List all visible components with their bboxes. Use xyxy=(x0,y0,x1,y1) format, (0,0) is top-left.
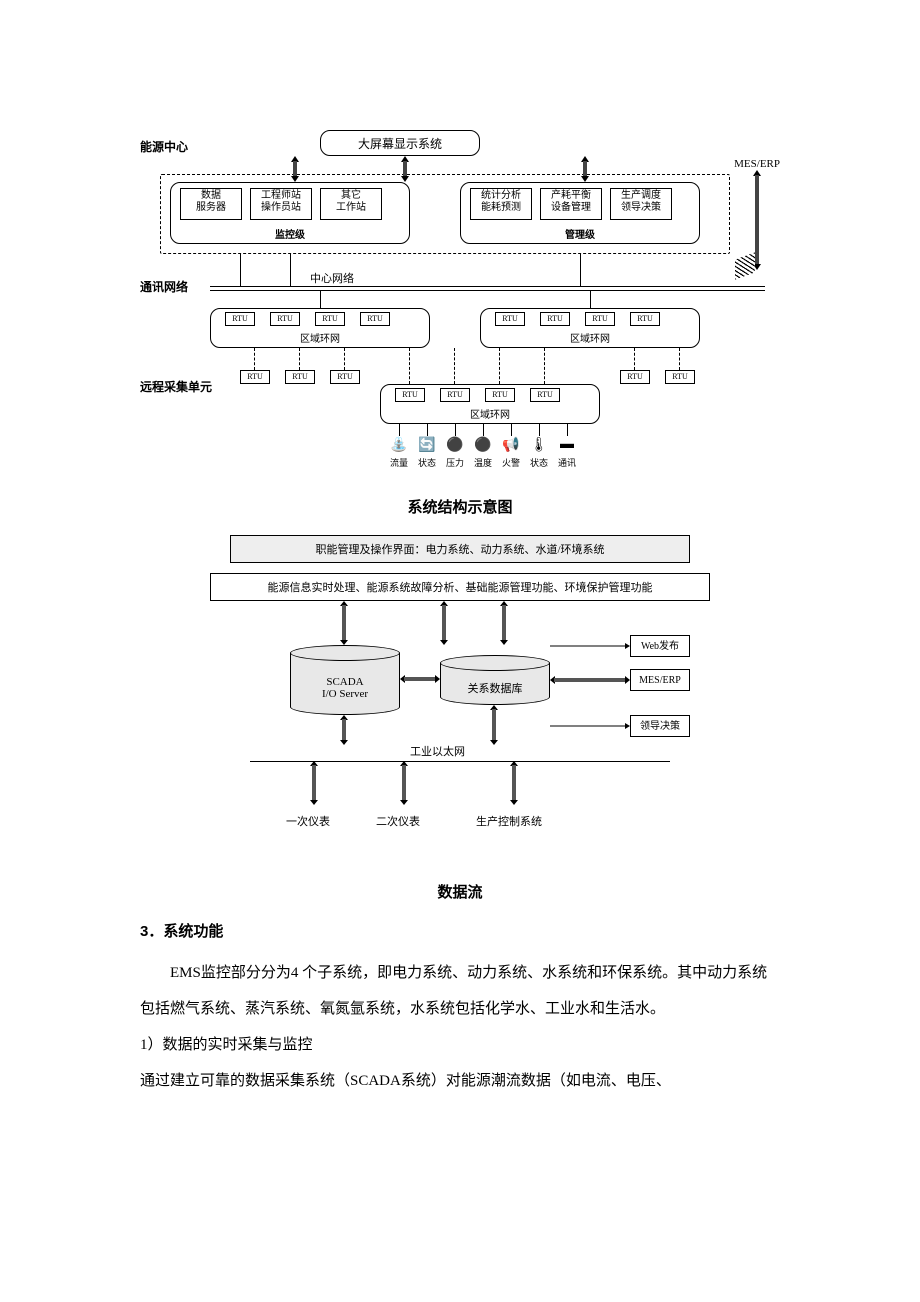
system-structure-diagram: 能源中心 大屏幕显示系统 MES/ERP 数据服务器 工程师站操作员站 其它工作… xyxy=(140,130,780,490)
paragraph-1: EMS监控部分分为4 个子系统，即电力系统、动力系统、水系统和环保系统。其中动力… xyxy=(140,955,780,1027)
arrow-icon xyxy=(290,156,300,182)
line xyxy=(210,290,765,291)
big-screen-box: 大屏幕显示系统 xyxy=(320,130,480,156)
network-icon xyxy=(735,252,755,279)
manage-box-0: 统计分析能耗预测 xyxy=(470,188,532,220)
label-ethernet: 工业以太网 xyxy=(410,743,465,759)
manage-box-2: 生产调度领导决策 xyxy=(610,188,672,220)
temp-icon: ⚫ xyxy=(474,436,492,454)
line xyxy=(210,286,765,287)
label-comm-network: 通讯网络 xyxy=(140,278,188,295)
status2-icon: 🌡 xyxy=(530,436,548,454)
flow-icon: ⛲ xyxy=(390,436,408,454)
section-heading: 3．系统功能 xyxy=(140,920,780,941)
side-web: Web发布 xyxy=(630,635,690,657)
comm-icon: ▬ xyxy=(558,436,576,454)
alarm-icon: 📢 xyxy=(502,436,520,454)
status-icon: 🔄 xyxy=(418,436,436,454)
paragraph-2: 通过建立可靠的数据采集系统（SCADA系统）对能源潮流数据（如电流、电压、 xyxy=(140,1063,780,1099)
pressure-icon: ⚫ xyxy=(446,436,464,454)
arrow-icon xyxy=(400,156,410,182)
label-remote-unit: 远程采集单元 xyxy=(140,378,212,395)
manage-box-1: 产耗平衡设备管理 xyxy=(540,188,602,220)
side-mes: MES/ERP xyxy=(630,669,690,691)
caption-diagram2: 数据流 xyxy=(140,881,780,902)
label-mes-erp: MES/ERP xyxy=(734,158,780,170)
monitor-box-2: 其它工作站 xyxy=(320,188,382,220)
caption-diagram1: 系统结构示意图 xyxy=(140,496,780,517)
label-energy-center: 能源中心 xyxy=(140,138,188,155)
d2-mid-box: 能源信息实时处理、能源系统故障分析、基础能源管理功能、环境保护管理功能 xyxy=(210,573,710,601)
arrow-icon xyxy=(580,156,590,182)
d2-top-box: 职能管理及操作界面：电力系统、动力系统、水道/环境系统 xyxy=(230,535,690,563)
monitor-box-1: 工程师站操作员站 xyxy=(250,188,312,220)
side-leader: 领导决策 xyxy=(630,715,690,737)
monitor-box-0: 数据服务器 xyxy=(180,188,242,220)
scada-cylinder: SCADAI/O Server xyxy=(290,645,400,715)
subheading-1: 1）数据的实时采集与监控 xyxy=(140,1027,780,1063)
label-center-network: 中心网络 xyxy=(310,270,354,286)
data-flow-diagram: 职能管理及操作界面：电力系统、动力系统、水道/环境系统 能源信息实时处理、能源系… xyxy=(210,535,710,875)
label-manage-level: 管理级 xyxy=(460,226,700,241)
db-cylinder: 关系数据库 xyxy=(440,655,550,705)
label-monitor-level: 监控级 xyxy=(170,226,410,241)
